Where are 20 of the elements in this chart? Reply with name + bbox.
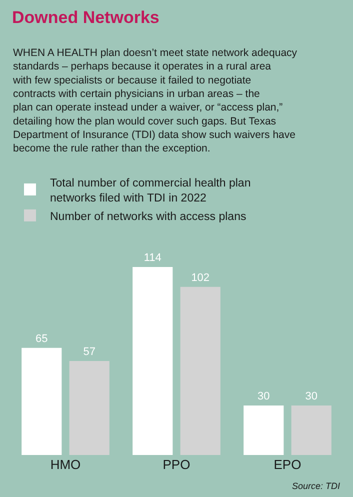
chart-title: Downed Networks [12, 8, 160, 27]
bar [69, 361, 110, 455]
x-tick-label: HMO [50, 457, 81, 472]
bar [22, 348, 62, 455]
bar [244, 406, 284, 455]
data-label: 30 [258, 390, 270, 403]
data-label: 57 [83, 346, 96, 358]
bar [291, 406, 332, 455]
bar [180, 286, 220, 455]
data-label: 65 [36, 332, 48, 345]
legend-label: Number of networks with access plans [50, 210, 246, 223]
data-label: 114 [144, 252, 162, 264]
x-tick-label: PPO [162, 457, 190, 472]
x-tick-label: EPO [274, 457, 302, 472]
data-label: 102 [191, 272, 210, 284]
bar [132, 267, 173, 455]
source-note: Source: TDI [292, 481, 341, 491]
legend-label: Total number of commercial health plan networks filed with TDI in 2022 [50, 177, 251, 204]
chart-subtitle: WHEN A HEALTH plan doesn’t meet state network adequacy standards – perhaps because it operates in a rural area with few specialists or because it failed to negotiate contracts with certain physicians in urban areas – the plan can operate instead under a waiver, or “access plan,” detailing how the plan would cover such gaps. But Texas Department of Insurance (TDI) data show such waivers have become the rule rather than the exception. [12, 47, 298, 155]
data-label: 30 [305, 390, 318, 403]
